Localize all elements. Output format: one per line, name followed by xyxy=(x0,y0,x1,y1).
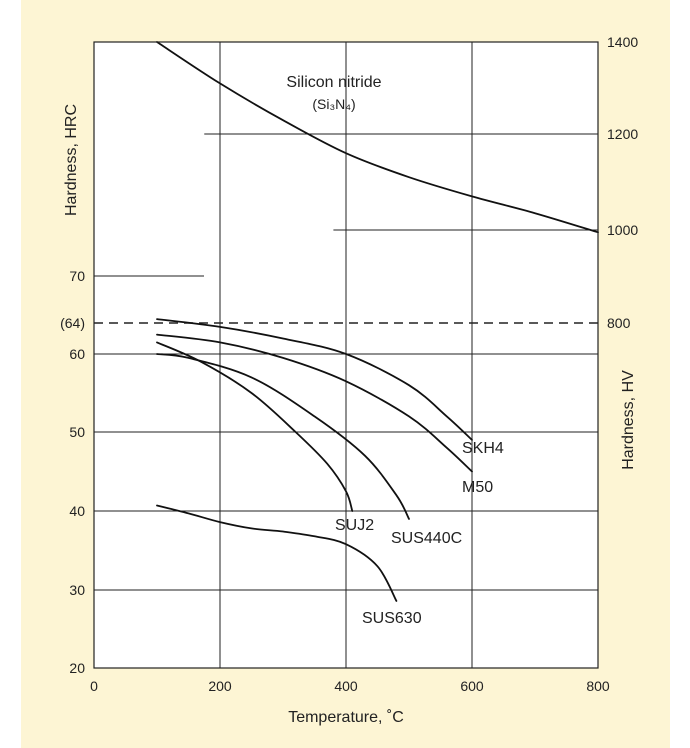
y-left-tick-label-40: 40 xyxy=(69,503,85,519)
y-left-tick-label-70: 70 xyxy=(69,268,85,284)
y-left-tick-label-50: 50 xyxy=(69,424,85,440)
series-line-silicon-nitride xyxy=(156,41,599,234)
y-left-tick-label-20: 20 xyxy=(69,660,85,676)
tick-labels: 0 200 400 600 800 20 30 40 50 60 (64) 70 800 1000 1200… xyxy=(60,34,638,694)
series-lines xyxy=(156,41,599,602)
x-axis-label: Temperature, ˚C xyxy=(288,709,404,726)
y-right-tick-label-1000: 1000 xyxy=(607,222,638,238)
x-tick-label-0: 0 xyxy=(90,678,98,694)
x-tick-label-400: 400 xyxy=(334,678,358,694)
series-line-sus440c xyxy=(156,353,410,520)
series-line-skh4 xyxy=(156,318,473,441)
series-label-silicon-nitride-formula: (Si₃N₄) xyxy=(312,96,355,112)
y-left-tick-label-30: 30 xyxy=(69,582,85,598)
series-label-sus630: SUS630 xyxy=(362,610,422,627)
x-tick-label-600: 600 xyxy=(460,678,484,694)
x-tick-label-800: 800 xyxy=(586,678,610,694)
series-label-silicon-nitride: Silicon nitride xyxy=(286,74,381,91)
y-left-axis-label: Hardness, HRC xyxy=(63,104,80,216)
y-left-tick-label-60: 60 xyxy=(69,346,85,362)
grid-lines xyxy=(94,42,598,668)
series-label-m50: M50 xyxy=(462,479,493,496)
y-left-tick-label-64: (64) xyxy=(60,315,85,331)
series-line-sus630 xyxy=(156,504,398,602)
axis-labels: Temperature, ˚C Hardness, HRC Hardness, … xyxy=(63,104,637,726)
series-labels: Silicon nitride (Si₃N₄) SKH4 M50 SUJ2 SU… xyxy=(286,74,503,627)
y-right-axis-label: Hardness, HV xyxy=(620,370,637,470)
y-right-tick-label-1400: 1400 xyxy=(607,34,638,50)
y-right-tick-label-800: 800 xyxy=(607,315,631,331)
y-right-tick-label-1200: 1200 xyxy=(607,126,638,142)
x-tick-label-200: 200 xyxy=(208,678,232,694)
chart-figure: 0 200 400 600 800 20 30 40 50 60 (64) 70 800 1000 1200… xyxy=(21,0,670,748)
series-label-suj2: SUJ2 xyxy=(335,517,374,534)
plot-frame xyxy=(93,41,599,669)
series-line-m50 xyxy=(156,333,473,473)
series-line-suj2 xyxy=(156,341,354,512)
hardness-temperature-chart: 0 200 400 600 800 20 30 40 50 60 (64) 70 800 1000 1200… xyxy=(60,34,638,726)
series-label-sus440c: SUS440C xyxy=(391,530,462,547)
series-label-skh4: SKH4 xyxy=(462,440,504,457)
